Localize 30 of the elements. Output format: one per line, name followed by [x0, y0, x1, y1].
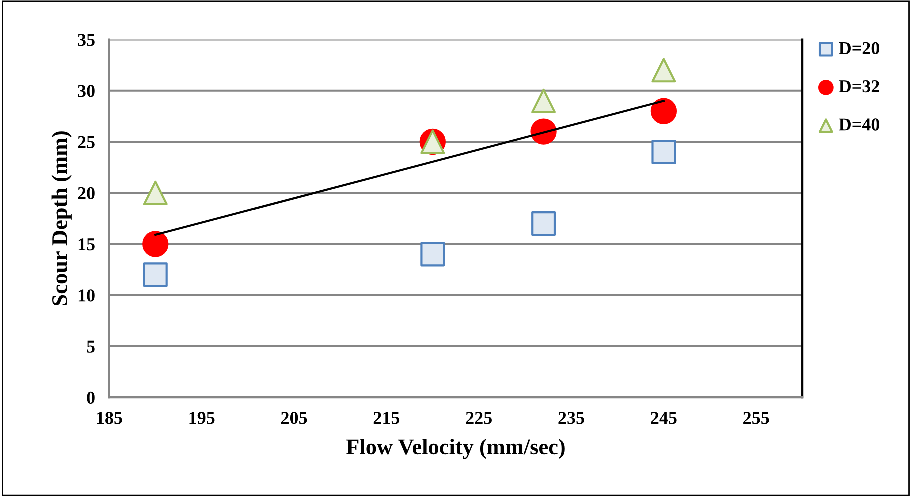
x-tick-label: 225: [466, 412, 492, 424]
y-tick-label: 0: [87, 392, 95, 404]
x-tick-label: 215: [374, 412, 400, 424]
point: [143, 180, 168, 206]
y-tick-label: 20: [78, 187, 95, 200]
y-tick-label: 15: [78, 238, 95, 251]
legend-label: D=40: [839, 118, 880, 131]
y-tick-label: 10: [78, 290, 95, 302]
x-tick-label: 245: [651, 412, 677, 424]
point: [143, 262, 168, 288]
point: [532, 212, 556, 236]
y-tick-label: 35: [78, 34, 95, 46]
legend-label: D=32: [839, 80, 880, 93]
x-tick-label: 205: [281, 412, 308, 424]
point: [420, 242, 446, 267]
point: [650, 98, 678, 124]
y-tick-label: 30: [78, 85, 95, 98]
legend-label: D=20: [839, 42, 880, 55]
y-tick-label: 5: [87, 340, 95, 353]
point: [142, 231, 169, 258]
point: [652, 140, 676, 164]
y-tick-label: 25: [78, 136, 95, 148]
x-tick-label: 195: [190, 412, 215, 424]
x-tick-label: 185: [97, 412, 122, 424]
point: [652, 58, 676, 83]
x-axis-title: Flow Velocity (mm/sec): [346, 438, 565, 460]
y-axis-title: Scour Depth (mm): [52, 132, 72, 306]
x-tick-label: 235: [558, 412, 584, 424]
point: [532, 88, 556, 114]
x-tick-label: 255: [744, 412, 770, 424]
